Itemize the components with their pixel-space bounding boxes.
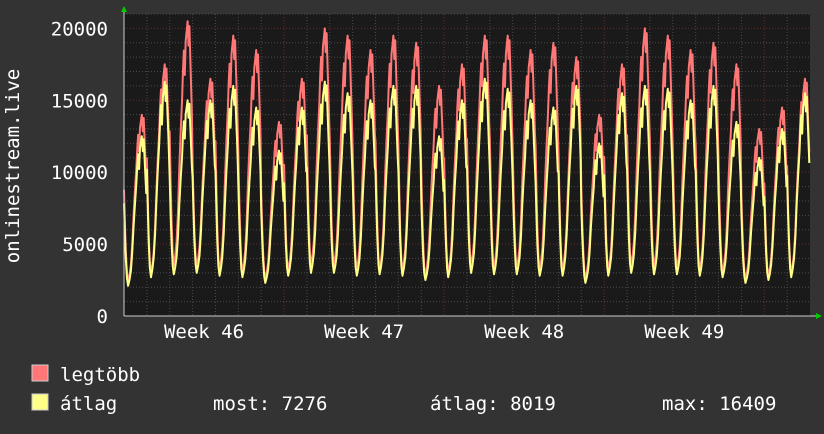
tick-labels: 0 5000 10000 15000 20000 Week 46 Week 47 Week 4…	[51, 18, 724, 343]
legend-label-avg: átlag	[60, 393, 117, 415]
legend-swatch-avg	[31, 393, 49, 411]
y-axis-arrow	[121, 6, 127, 12]
y-tick-label: 10000	[51, 162, 108, 184]
y-tick-label: 20000	[51, 18, 108, 40]
legend-swatch-max	[31, 364, 49, 382]
legend-label-max: legtöbb	[60, 364, 140, 386]
x-tick-label: Week 48	[484, 321, 564, 343]
series-layer	[123, 20, 811, 287]
x-tick-label: Week 47	[324, 321, 404, 343]
x-axis-arrow	[816, 313, 822, 319]
series-line-avg	[123, 77, 811, 287]
x-tick-label: Week 49	[644, 321, 724, 343]
y-tick-label: 5000	[62, 234, 108, 256]
stat-average: átlag: 8019	[430, 393, 556, 415]
y-tick-label: 0	[97, 306, 108, 328]
axes	[121, 6, 822, 319]
x-tick-label: Week 46	[164, 321, 244, 343]
y-axis-label: onlinestream.live	[2, 69, 24, 263]
stat-maximum: max: 16409	[662, 393, 776, 415]
y-tick-label: 15000	[51, 90, 108, 112]
stat-current: most: 7276	[213, 393, 327, 415]
